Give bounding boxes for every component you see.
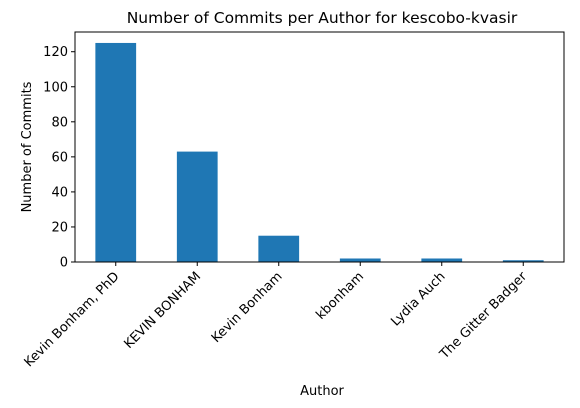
y-tick-label: 80 — [51, 115, 68, 130]
x-tick-label: The Gitter Badger — [436, 269, 530, 363]
y-tick-label: 60 — [51, 150, 68, 165]
x-tick-label: Kevin Bonham — [209, 269, 286, 346]
y-tick-label: 120 — [43, 45, 68, 60]
plot-frame — [74, 31, 565, 263]
bars-group — [95, 42, 544, 263]
y-tick-label: 100 — [43, 80, 68, 95]
x-tick-label: KEVIN BONHAM — [121, 269, 204, 352]
bar — [176, 151, 218, 262]
bar — [258, 235, 300, 262]
y-tick-label: 20 — [51, 220, 68, 235]
chart-title: Number of Commits per Author for kescobo… — [127, 9, 518, 27]
bar — [339, 258, 381, 262]
y-tick-label: 0 — [60, 256, 68, 271]
x-axis-label: Author — [300, 384, 344, 399]
bar — [502, 260, 544, 262]
x-tick-label: Kevin Bonham, PhD — [22, 269, 123, 370]
bar — [421, 258, 463, 262]
y-axis-label: Number of Commits — [20, 81, 35, 212]
y-axis-ticks: 0 20 40 60 80 100 120 — [43, 45, 75, 271]
bar — [95, 42, 137, 263]
y-tick-label: 40 — [51, 185, 68, 200]
x-tick-label: Lydia Auch — [388, 269, 448, 329]
x-tick-label: kbonham — [313, 269, 367, 323]
